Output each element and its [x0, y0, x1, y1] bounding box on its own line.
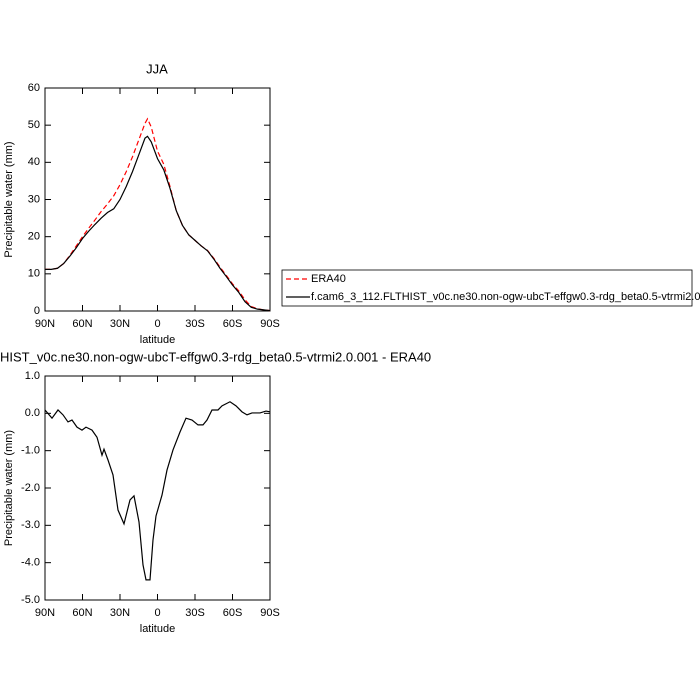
chart-title: HIST_v0c.ne30.non-ogw-ubcT-effgw0.3-rdg_…	[0, 349, 431, 364]
x-tick-label: 30N	[110, 318, 130, 330]
x-tick-label: 60N	[72, 318, 92, 330]
legend-label: f.cam6_3_112.FLTHIST_v0c.ne30.non-ogw-ub…	[311, 291, 700, 303]
x-tick-label: 0	[154, 318, 160, 330]
plot-frame	[44, 87, 271, 312]
legend-label: ERA40	[311, 273, 346, 285]
y-tick-label: 0.0	[25, 407, 40, 419]
x-tick-label: 30S	[185, 318, 205, 330]
x-tick-label: 90S	[260, 607, 280, 619]
y-axis-label: Precipitable water (mm)	[3, 141, 15, 257]
y-tick-label: 60	[28, 82, 40, 94]
x-axis-label: latitude	[140, 623, 175, 635]
data-line	[45, 117, 271, 312]
plot-frame	[44, 375, 271, 601]
x-tick-label: 60N	[72, 607, 92, 619]
y-tick-label: -1.0	[21, 445, 40, 457]
y-tick-label: -5.0	[21, 594, 40, 606]
data-line	[44, 401, 271, 581]
y-tick-label: 1.0	[25, 370, 40, 382]
y-tick-label: 50	[28, 119, 40, 131]
y-tick-label: 30	[28, 193, 40, 205]
x-tick-label: 60S	[223, 318, 243, 330]
y-tick-label: -3.0	[21, 519, 40, 531]
chart-title: JJA	[146, 61, 168, 76]
y-tick-label: 10	[28, 268, 40, 280]
legend-box	[281, 269, 693, 307]
y-tick-label: 0	[34, 305, 40, 317]
y-tick-label: -2.0	[21, 482, 40, 494]
x-axis-label: latitude	[140, 334, 175, 346]
data-line	[45, 135, 271, 312]
y-tick-label: -4.0	[21, 557, 40, 569]
x-tick-label: 30S	[185, 607, 205, 619]
x-tick-label: 0	[154, 607, 160, 619]
x-tick-label: 60S	[223, 607, 243, 619]
x-tick-label: 90S	[260, 318, 280, 330]
x-tick-label: 90N	[35, 607, 55, 619]
x-tick-label: 90N	[35, 318, 55, 330]
y-tick-label: 40	[28, 156, 40, 168]
y-tick-label: 20	[28, 231, 40, 243]
y-axis-label: Precipitable water (mm)	[3, 430, 15, 546]
x-tick-label: 30N	[110, 607, 130, 619]
